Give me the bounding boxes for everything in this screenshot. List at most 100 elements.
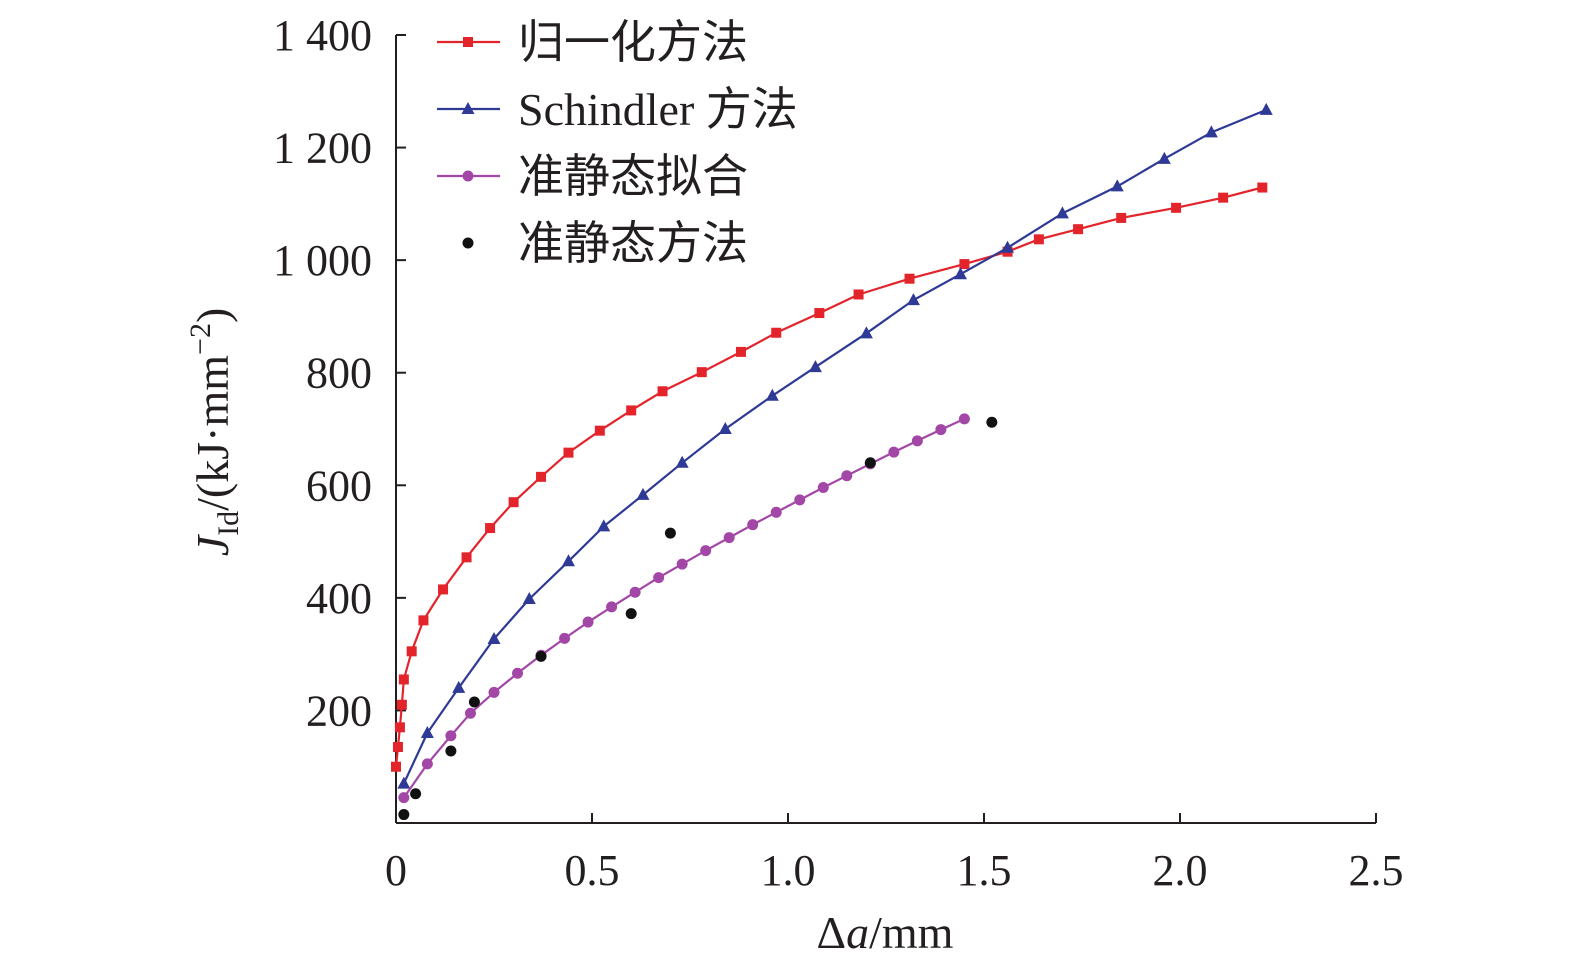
- data-point: [864, 457, 876, 469]
- y-axis-title-subscript: Id: [212, 511, 245, 536]
- y-axis-title: JId/(kJ·mm−2): [184, 308, 245, 557]
- legend-marker: [462, 170, 474, 182]
- data-point: [888, 446, 900, 458]
- data-point: [1116, 212, 1127, 223]
- series-4: [398, 416, 998, 821]
- y-axis-title-unit: /(kJ·mm: [187, 355, 238, 511]
- data-point: [911, 435, 923, 447]
- data-point: [594, 425, 605, 436]
- data-point: [1204, 125, 1218, 138]
- legend-marker: [461, 102, 475, 114]
- data-point: [512, 667, 524, 679]
- data-point: [675, 455, 689, 468]
- data-point: [392, 742, 403, 753]
- data-point: [398, 809, 410, 821]
- series-line: [394, 186, 1263, 767]
- data-point: [561, 554, 575, 567]
- data-point: [559, 632, 571, 644]
- legend-item: 准静态方法: [462, 218, 748, 269]
- axes: 200 400 600 800 1 000 1 200 1 400 0 0.5 1.0 1.5 2.0…: [273, 11, 1404, 895]
- legend-item: 准静态拟合: [437, 151, 748, 202]
- y-tick-label: 1 000: [273, 236, 372, 285]
- y-tick-label: 400: [306, 574, 372, 623]
- data-point: [522, 591, 536, 604]
- data-point: [461, 552, 472, 563]
- data-point: [904, 273, 915, 284]
- data-point: [935, 424, 947, 436]
- data-point: [445, 745, 457, 757]
- data-point: [398, 674, 409, 685]
- data-point: [959, 259, 970, 270]
- legend-label: 归一化方法: [518, 17, 748, 68]
- y-tick-label: 600: [306, 461, 372, 510]
- y-tick-label: 200: [306, 686, 372, 735]
- data-point: [445, 730, 457, 742]
- data-point: [1157, 151, 1171, 164]
- series-3: [398, 413, 970, 804]
- data-point: [958, 413, 970, 425]
- data-point: [735, 346, 746, 357]
- legend-marker: [463, 37, 473, 47]
- data-point: [438, 584, 449, 595]
- data-point: [629, 586, 641, 598]
- data-point: [1001, 240, 1015, 253]
- legend-label: Schindler 方法: [518, 84, 798, 135]
- data-point: [626, 405, 637, 416]
- legend-label: 准静态方法: [518, 218, 748, 269]
- series-2: [397, 102, 1273, 789]
- data-point: [625, 608, 637, 620]
- data-point: [464, 707, 476, 719]
- y-tick-label: 1 200: [273, 124, 372, 173]
- data-point: [1055, 206, 1069, 219]
- data-point: [765, 388, 779, 401]
- data-point: [859, 326, 873, 339]
- x-tick-label: 0.5: [565, 846, 620, 895]
- data-point: [906, 293, 920, 306]
- data-point: [841, 470, 853, 482]
- data-point: [696, 367, 707, 378]
- x-tick-label: 1.5: [957, 846, 1012, 895]
- data-point: [771, 327, 782, 338]
- data-point: [700, 545, 712, 557]
- x-axis-title: Δa/mm: [817, 907, 954, 958]
- y-axis-title-main: J: [187, 533, 238, 556]
- axis-titles: Δa/mm JId/(kJ·mm−2): [184, 308, 954, 958]
- x-tick-label: 2.0: [1153, 846, 1208, 895]
- data-point: [398, 792, 410, 804]
- data-point: [410, 788, 422, 800]
- data-point: [563, 447, 574, 458]
- legend-item: Schindler 方法: [437, 84, 798, 135]
- data-point: [853, 289, 864, 300]
- data-point: [1259, 102, 1273, 115]
- x-tick-label: 0: [385, 846, 407, 895]
- data-point: [508, 497, 519, 508]
- data-point: [653, 572, 665, 584]
- data-point: [396, 699, 407, 710]
- data-point: [1110, 179, 1124, 192]
- data-point: [676, 558, 688, 570]
- data-point: [747, 519, 759, 531]
- data-point: [1033, 234, 1044, 245]
- x-tick-label: 1.0: [761, 846, 816, 895]
- x-axis-title-unit: /mm: [869, 907, 954, 958]
- series-layer: [391, 102, 1273, 821]
- x-tick-label: 2.5: [1349, 846, 1404, 895]
- legend-marker: [462, 237, 474, 249]
- data-point: [718, 422, 732, 434]
- data-point: [536, 471, 547, 482]
- data-point: [452, 680, 466, 693]
- data-point: [488, 686, 500, 698]
- data-point: [817, 482, 829, 494]
- x-axis-title-variable: a: [846, 907, 869, 958]
- data-point: [406, 646, 417, 657]
- data-point: [808, 360, 822, 373]
- data-point: [953, 267, 967, 280]
- data-point: [1257, 182, 1268, 193]
- data-point: [636, 487, 650, 500]
- data-point: [391, 761, 401, 772]
- x-axis-title-delta: Δ: [817, 907, 847, 958]
- legend-item: 归一化方法: [437, 17, 748, 68]
- data-point: [420, 725, 434, 738]
